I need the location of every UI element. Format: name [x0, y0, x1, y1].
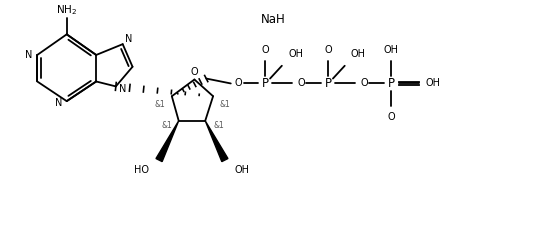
Text: O: O — [190, 67, 198, 77]
Text: O: O — [324, 45, 332, 55]
Text: &1: &1 — [161, 121, 172, 130]
Text: &1: &1 — [155, 100, 165, 109]
Text: HO: HO — [134, 165, 149, 175]
Text: N: N — [119, 84, 126, 94]
Text: NH$_2$: NH$_2$ — [56, 3, 77, 17]
Text: OH: OH — [288, 49, 303, 59]
Text: NaH: NaH — [261, 13, 286, 26]
Text: OH: OH — [383, 45, 398, 55]
Text: &1: &1 — [219, 100, 230, 109]
Text: OH: OH — [235, 165, 249, 175]
Polygon shape — [205, 121, 228, 162]
Text: O: O — [261, 45, 269, 55]
Text: O: O — [360, 78, 368, 88]
Polygon shape — [156, 121, 179, 162]
Text: O: O — [235, 78, 242, 88]
Text: &1: &1 — [214, 121, 224, 130]
Text: O: O — [387, 112, 395, 122]
Text: N: N — [125, 34, 132, 44]
Text: P: P — [261, 77, 269, 90]
Text: N: N — [25, 50, 32, 60]
Text: OH: OH — [351, 49, 366, 59]
Text: O: O — [298, 78, 305, 88]
Text: P: P — [324, 77, 331, 90]
Text: P: P — [387, 77, 394, 90]
Text: OH: OH — [426, 78, 441, 88]
Text: N: N — [55, 98, 63, 108]
